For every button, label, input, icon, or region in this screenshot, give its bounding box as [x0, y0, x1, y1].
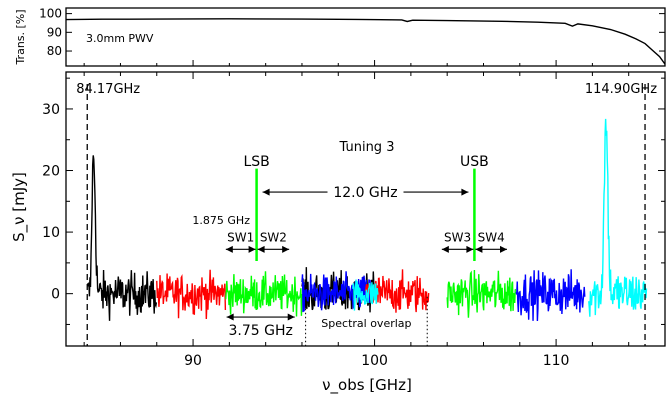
spectral-window-1: [87, 155, 158, 321]
sw-label: SW1: [227, 230, 254, 244]
sideband-width-label: 3.75 GHz: [228, 323, 292, 339]
y-axis-label: S_ν [mJy]: [10, 172, 29, 242]
spectral-window-9: [515, 269, 586, 322]
chart-title: Tuning 3: [339, 140, 395, 155]
y-tick-label: 0: [51, 287, 60, 303]
lo-separation-arrow-head: [262, 188, 270, 196]
pwv-label: 3.0mm PWV: [86, 32, 154, 45]
spectrum-series: [87, 118, 648, 322]
spectral-window-10: [588, 118, 648, 317]
sw-arrow-head: [248, 245, 256, 253]
spectral-window-5: [301, 271, 372, 313]
spectrum-x-ticks: 90 100 110: [83, 72, 666, 369]
x-tick-label: 90: [184, 353, 202, 369]
y-tick-label: 20: [42, 164, 60, 180]
sw-arrow-head: [499, 245, 507, 253]
transmission-x-ticks: [83, 60, 666, 66]
sideband-label: USB: [460, 154, 489, 170]
spectral-window-2: [156, 269, 227, 319]
spectral-window-6: [364, 269, 430, 313]
trans-y-tick-label: 80: [47, 44, 62, 58]
lo-separation-label: 12.0 GHz: [333, 185, 397, 201]
transmission-y-axis-label: Trans. [%]: [14, 9, 27, 65]
x-tick-label: 100: [361, 353, 388, 369]
x-tick-label: 110: [543, 353, 570, 369]
overlap-label: Spectral overlap: [321, 317, 411, 330]
sideband-width-arrow-head: [287, 313, 295, 321]
x-axis-label: ν_obs [GHz]: [322, 376, 412, 395]
sideband-width-arrow-head: [226, 313, 234, 321]
sw-label: SW3: [444, 230, 471, 244]
edge-marker-label: 84.17GHz: [76, 82, 140, 97]
spectral-window-7: [352, 279, 379, 311]
edge-marker-label: 114.90GHz: [585, 82, 657, 97]
sw-arrow-head: [282, 245, 290, 253]
trans-y-tick-label: 100: [39, 7, 62, 21]
spectrum-panel: 0 10 20 30 90 100 110 84.17GHz 114.90GHz Spectr…: [10, 71, 666, 395]
spectrum-frame: [65, 71, 666, 347]
sw-width-label: 1.875 GHz: [192, 214, 250, 227]
sw-arrow-head: [225, 245, 233, 253]
transmission-y-ticks: 80 90 100: [39, 7, 665, 58]
sw-arrow-head: [466, 245, 474, 253]
transmission-frame: [65, 7, 666, 67]
spectrum-y-ticks: 0 10 20 30: [42, 77, 665, 325]
lo-separation-arrow-head: [461, 188, 469, 196]
sw-arrow-head: [441, 245, 449, 253]
transmission-panel: 80 90 100 3.0mm PWV Trans. [%]: [14, 7, 666, 67]
spectrum-annotations: 84.17GHz 114.90GHz Spectral overlap LSB USB 1…: [76, 82, 657, 346]
trans-y-tick-label: 90: [47, 25, 62, 39]
transmission-line: [65, 18, 666, 65]
spectral-window-3: [225, 271, 303, 317]
sw-arrow-head: [475, 245, 483, 253]
y-tick-label: 10: [42, 225, 60, 241]
sw-label: SW4: [478, 230, 505, 244]
y-tick-label: 30: [42, 102, 60, 118]
sw-label: SW2: [260, 230, 287, 244]
sideband-label: LSB: [243, 154, 269, 170]
sw-arrow-head: [257, 245, 265, 253]
lo-separation-label-bg: [327, 183, 404, 202]
spectral-window-8: [446, 269, 517, 318]
